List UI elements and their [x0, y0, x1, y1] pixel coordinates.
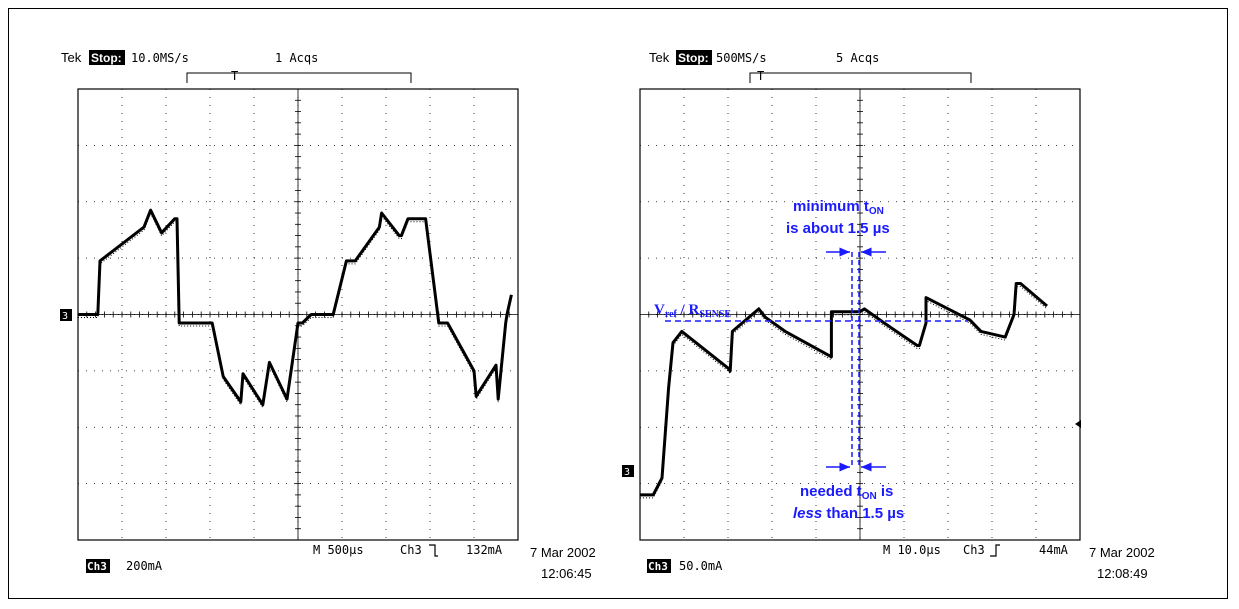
- scope-left: Tek Stop: 10.0MS/s 1 Acqs T 3 Ch3 200mA …: [60, 50, 596, 581]
- date: 7 Mar 2002: [1089, 545, 1155, 560]
- scope-left-footer: Ch3 200mA M 500µs Ch3 132mA 7 Mar 2002 1…: [86, 543, 596, 581]
- ch3-label: Ch3: [87, 560, 107, 573]
- ch3-badge: [86, 559, 110, 573]
- channel-marker-badge: [622, 465, 634, 477]
- volts-per-div: 50.0mA: [679, 559, 723, 573]
- trace-noise-band: [640, 286, 1048, 499]
- figure-frame: [8, 8, 1228, 599]
- needed-ton-line1: needed tON is: [800, 483, 893, 502]
- channel-marker-left: 3: [60, 309, 72, 322]
- trace-right: [640, 282, 1048, 499]
- scope-left-header: Tek Stop: 10.0MS/s 1 Acqs T: [61, 50, 412, 83]
- record-bracket: [186, 72, 412, 83]
- timebase: M 10.0µs: [883, 543, 941, 557]
- trace-line: [78, 208, 513, 407]
- rising-edge-icon: [990, 544, 1000, 557]
- trigger-marker: T: [231, 69, 238, 83]
- stop-label: Stop:: [91, 51, 122, 65]
- sample-rate: 500MS/s: [716, 51, 767, 65]
- scope-right-header: Tek Stop: 500MS/s 5 Acqs T: [649, 50, 972, 83]
- scope-right: Tek Stop: 500MS/s 5 Acqs T 3 Ch3 50.0mA …: [622, 50, 1155, 581]
- channel-marker-text: 3: [62, 311, 68, 322]
- brand-label: Tek: [649, 50, 670, 65]
- annotations: Vref / RSENSE minimum tON is about 1.5 µ…: [654, 198, 968, 522]
- time: 12:08:49: [1097, 566, 1148, 581]
- min-ton-line2: is about 1.5 µs: [786, 220, 890, 237]
- stop-badge: [89, 50, 125, 65]
- ch3-label: Ch3: [648, 560, 668, 573]
- needed-ton-line2: less than 1.5 µs: [793, 505, 904, 522]
- trace-line: [640, 282, 1048, 497]
- acqs-count: 5 Acqs: [836, 51, 879, 65]
- falling-edge-icon: [429, 544, 438, 557]
- trace-left: [78, 208, 513, 410]
- min-ton-line1: minimum tON: [793, 198, 884, 217]
- trigger-level: 132mA: [466, 543, 503, 557]
- trigger-level-icon: [1075, 420, 1081, 428]
- trigger-channel: Ch3: [400, 543, 422, 557]
- trigger-level: 44mA: [1039, 543, 1069, 557]
- channel-marker-badge: [60, 309, 72, 321]
- time: 12:06:45: [541, 566, 592, 581]
- sample-rate: 10.0MS/s: [131, 51, 189, 65]
- vref-label: Vref / RSENSE: [654, 302, 731, 320]
- trigger-channel: Ch3: [963, 543, 985, 557]
- stop-label: Stop:: [678, 51, 709, 65]
- brand-label: Tek: [61, 50, 82, 65]
- grid-left: [77, 88, 519, 541]
- volts-per-div: 200mA: [126, 559, 163, 573]
- record-bracket: [749, 72, 972, 83]
- trace-noise-band: [78, 211, 512, 410]
- stop-badge: [676, 50, 712, 65]
- scope-right-footer: Ch3 50.0mA M 10.0µs Ch3 44mA 7 Mar 2002 …: [647, 543, 1155, 581]
- ch3-badge: [647, 559, 671, 573]
- channel-marker-text: 3: [624, 467, 630, 478]
- trigger-marker: T: [757, 69, 764, 83]
- timebase: M 500µs: [313, 543, 364, 557]
- channel-marker-right: 3: [622, 465, 634, 478]
- date: 7 Mar 2002: [530, 545, 596, 560]
- acqs-count: 1 Acqs: [275, 51, 318, 65]
